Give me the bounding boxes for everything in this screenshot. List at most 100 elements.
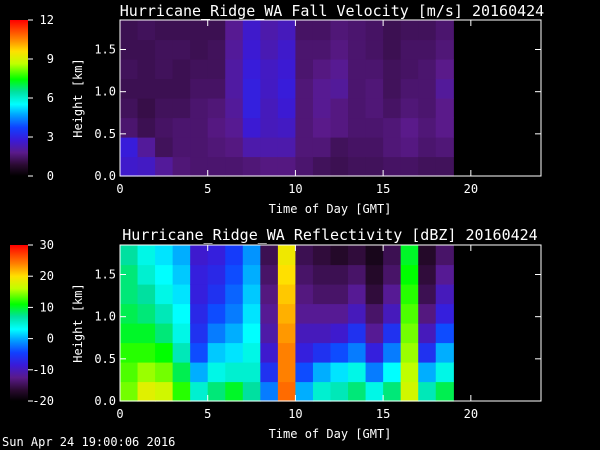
colorbar-ticks: 0 3 6 9 12 xyxy=(28,13,54,183)
heatmap-cell xyxy=(312,264,332,285)
heatmap-cell xyxy=(348,284,367,305)
heatmap-cell xyxy=(383,284,402,305)
timestamp: Sun Apr 24 19:00:06 2016 xyxy=(2,435,175,449)
heatmap-cell xyxy=(172,323,191,344)
heatmap-cell xyxy=(418,98,437,119)
heatmap-cell xyxy=(400,245,419,266)
x-tick-label: 5 xyxy=(204,182,211,196)
colorbar-tick-label: 20 xyxy=(40,269,54,283)
heatmap-cell xyxy=(383,156,402,177)
heatmap-cell xyxy=(348,117,367,138)
heatmap-cell xyxy=(172,39,191,60)
heatmap-cell xyxy=(295,78,314,99)
heatmap-cell xyxy=(190,137,209,158)
heatmap-cell xyxy=(348,381,367,402)
heatmap-cell xyxy=(260,264,279,285)
colorbar-tick-label: 12 xyxy=(40,13,54,27)
heatmap-cell xyxy=(365,20,384,41)
colorbar-tick-label: 6 xyxy=(47,91,54,105)
heatmap-cell xyxy=(330,20,349,41)
heatmap-cell xyxy=(400,303,419,324)
heatmap-cell xyxy=(190,381,209,402)
heatmap-cell xyxy=(190,98,209,119)
heatmap-cell xyxy=(155,117,174,138)
x-axis-label: Time of Day [GMT] xyxy=(269,427,392,441)
heatmap-cell xyxy=(242,303,261,324)
heatmap-cell xyxy=(383,245,402,266)
heatmap-cell xyxy=(435,284,454,305)
y-tick-label: 1.5 xyxy=(94,43,116,57)
heatmap-cell xyxy=(383,264,402,285)
heatmap-cell xyxy=(260,342,279,363)
heatmap-cell xyxy=(330,342,349,363)
colorbar-tick-label: -10 xyxy=(32,363,54,377)
heatmap-cell xyxy=(330,117,349,138)
heatmap-cell xyxy=(120,362,139,383)
heatmap-cell xyxy=(225,156,244,177)
heatmap-cell xyxy=(207,117,226,138)
heatmap-cell xyxy=(400,59,419,80)
heatmap-cell xyxy=(207,284,226,305)
heatmap-cell xyxy=(190,156,209,177)
heatmap-cell xyxy=(277,39,297,60)
heatmap-cell xyxy=(295,137,314,158)
heatmap-cell xyxy=(348,342,367,363)
heatmap-cell xyxy=(225,59,244,80)
heatmap-cell xyxy=(242,78,261,99)
y-axis-label: Height [km] xyxy=(71,58,85,137)
heatmap-cell xyxy=(260,303,279,324)
heatmap-cell xyxy=(348,98,367,119)
heatmap-cell xyxy=(190,20,209,41)
heatmap-cell xyxy=(295,342,314,363)
heatmap-cell xyxy=(418,20,437,41)
heatmap-cell xyxy=(383,381,402,402)
colorbar-tick-label: 9 xyxy=(47,52,54,66)
heatmap-cell xyxy=(348,245,367,266)
x-tick-label: 20 xyxy=(464,182,478,196)
heatmap-cell xyxy=(312,117,332,138)
heatmap-cell xyxy=(365,98,384,119)
heatmap-cell xyxy=(120,342,139,363)
heatmap-cell xyxy=(295,245,314,266)
heatmap-cell xyxy=(312,39,332,60)
heatmap-cell xyxy=(260,20,279,41)
heatmap-cell xyxy=(330,381,349,402)
heatmap-cell xyxy=(418,264,437,285)
heatmap-cell xyxy=(225,39,244,60)
heatmap-cell xyxy=(260,137,279,158)
heatmap-cell xyxy=(225,20,244,41)
heatmap-cell xyxy=(207,78,226,99)
heatmap-cell xyxy=(120,245,139,266)
heatmap-cell xyxy=(242,117,261,138)
heatmap-cell xyxy=(312,342,332,363)
heatmap-cell xyxy=(400,20,419,41)
y-tick-label: 0.0 xyxy=(94,394,116,408)
heatmap-cell xyxy=(190,78,209,99)
heatmap-cell xyxy=(418,156,437,177)
heatmap-cell xyxy=(400,362,419,383)
heatmap-cell xyxy=(242,156,261,177)
heatmap-cell xyxy=(172,20,191,41)
heatmap-cell xyxy=(225,137,244,158)
y-axis-label: Height [km] xyxy=(71,283,85,362)
heatmap-cell xyxy=(365,78,384,99)
heatmap-cell xyxy=(365,117,384,138)
heatmap-cell xyxy=(348,78,367,99)
heatmap-cell xyxy=(190,59,209,80)
heatmap-cell xyxy=(120,117,139,138)
axis-ticks: 0 5 10 15 20 0.0 0.5 1.0 1.5 xyxy=(94,245,541,421)
heatmap-cell xyxy=(207,59,226,80)
heatmap-cell xyxy=(155,245,174,266)
heatmap-cell xyxy=(242,59,261,80)
heatmap-cell xyxy=(330,303,349,324)
heatmap-cell xyxy=(277,342,297,363)
heatmap-cell xyxy=(120,78,139,99)
heatmap-cell xyxy=(295,323,314,344)
colorbar xyxy=(10,245,28,401)
colorbar-tick-label: 0 xyxy=(47,169,54,183)
heatmap-cell xyxy=(120,39,139,60)
heatmap-cell xyxy=(225,323,244,344)
heatmap-cell xyxy=(190,245,209,266)
heatmap-cell xyxy=(260,362,279,383)
heatmap-cell xyxy=(418,39,437,60)
